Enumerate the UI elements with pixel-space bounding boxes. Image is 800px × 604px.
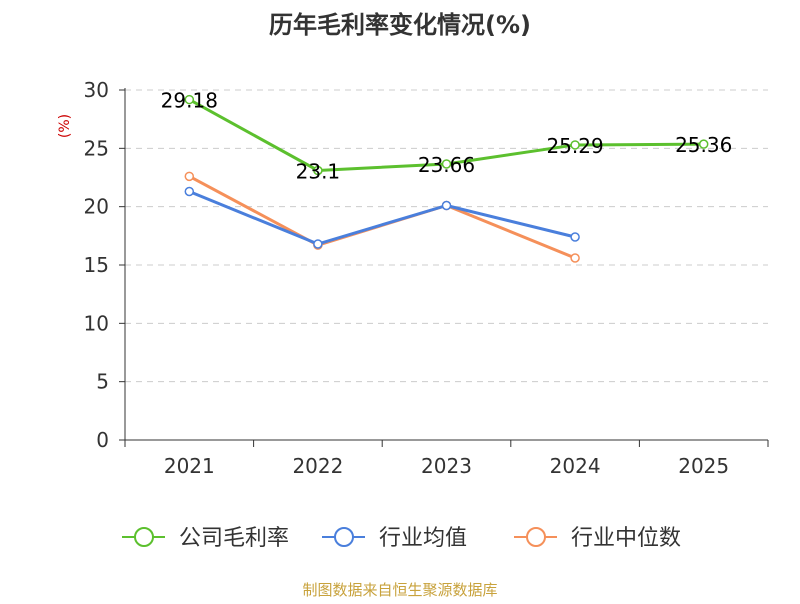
y-axis-label: (%) <box>57 114 73 138</box>
x-tick-label: 2025 <box>678 454 729 478</box>
y-tick-label: 30 <box>84 78 109 102</box>
legend-item[interactable]: 行业中位数 <box>514 526 681 551</box>
x-tick-label: 2021 <box>164 454 215 478</box>
series <box>184 94 709 263</box>
data-label: 23.1 <box>296 160 341 184</box>
data-point[interactable] <box>184 94 195 105</box>
legend-marker <box>134 527 154 547</box>
data-point[interactable] <box>698 139 709 149</box>
legend-item[interactable]: 公司毛利率 <box>122 526 289 551</box>
data-point[interactable] <box>441 200 452 211</box>
x-tick-label: 2024 <box>550 454 601 478</box>
legend-marker <box>334 527 354 547</box>
data-label: 25.36 <box>675 133 732 157</box>
chart-title: 历年毛利率变化情况(%) <box>269 11 531 39</box>
data-point[interactable] <box>570 232 580 242</box>
data-point[interactable] <box>570 140 580 150</box>
legend-label: 行业均值 <box>379 526 467 551</box>
data-labels: 29.18 23.1 23.66 25.29 25.36 <box>161 89 733 184</box>
x-tick-label: 2022 <box>292 454 343 478</box>
source-note: 制图数据来自恒生聚源数据库 <box>302 581 497 599</box>
y-tick-label: 5 <box>96 370 109 394</box>
y-tick-label: 10 <box>84 311 109 335</box>
series-line <box>187 174 577 260</box>
data-point[interactable] <box>441 159 452 169</box>
data-point[interactable] <box>313 165 323 176</box>
data-point[interactable] <box>313 239 323 249</box>
y-tick-label: 25 <box>84 136 109 160</box>
y-tick-label: 15 <box>84 253 109 277</box>
legend-label: 行业中位数 <box>571 526 681 551</box>
legend-label: 公司毛利率 <box>179 526 289 551</box>
data-point[interactable] <box>184 171 195 182</box>
data-label: 23.66 <box>418 153 475 177</box>
legend[interactable]: 公司毛利率 行业均值 行业中位数 <box>122 526 681 551</box>
data-label: 29.18 <box>161 89 218 113</box>
x-tick-label: 2023 <box>421 454 472 478</box>
legend-item[interactable]: 行业均值 <box>322 526 467 551</box>
grid <box>125 89 768 383</box>
y-tick-label: 20 <box>84 195 109 219</box>
data-point[interactable] <box>184 186 195 197</box>
y-tick-label: 0 <box>96 428 109 452</box>
legend-marker <box>526 527 546 547</box>
data-label: 25.29 <box>546 134 603 158</box>
series-line <box>187 190 577 246</box>
data-point[interactable] <box>570 253 580 263</box>
